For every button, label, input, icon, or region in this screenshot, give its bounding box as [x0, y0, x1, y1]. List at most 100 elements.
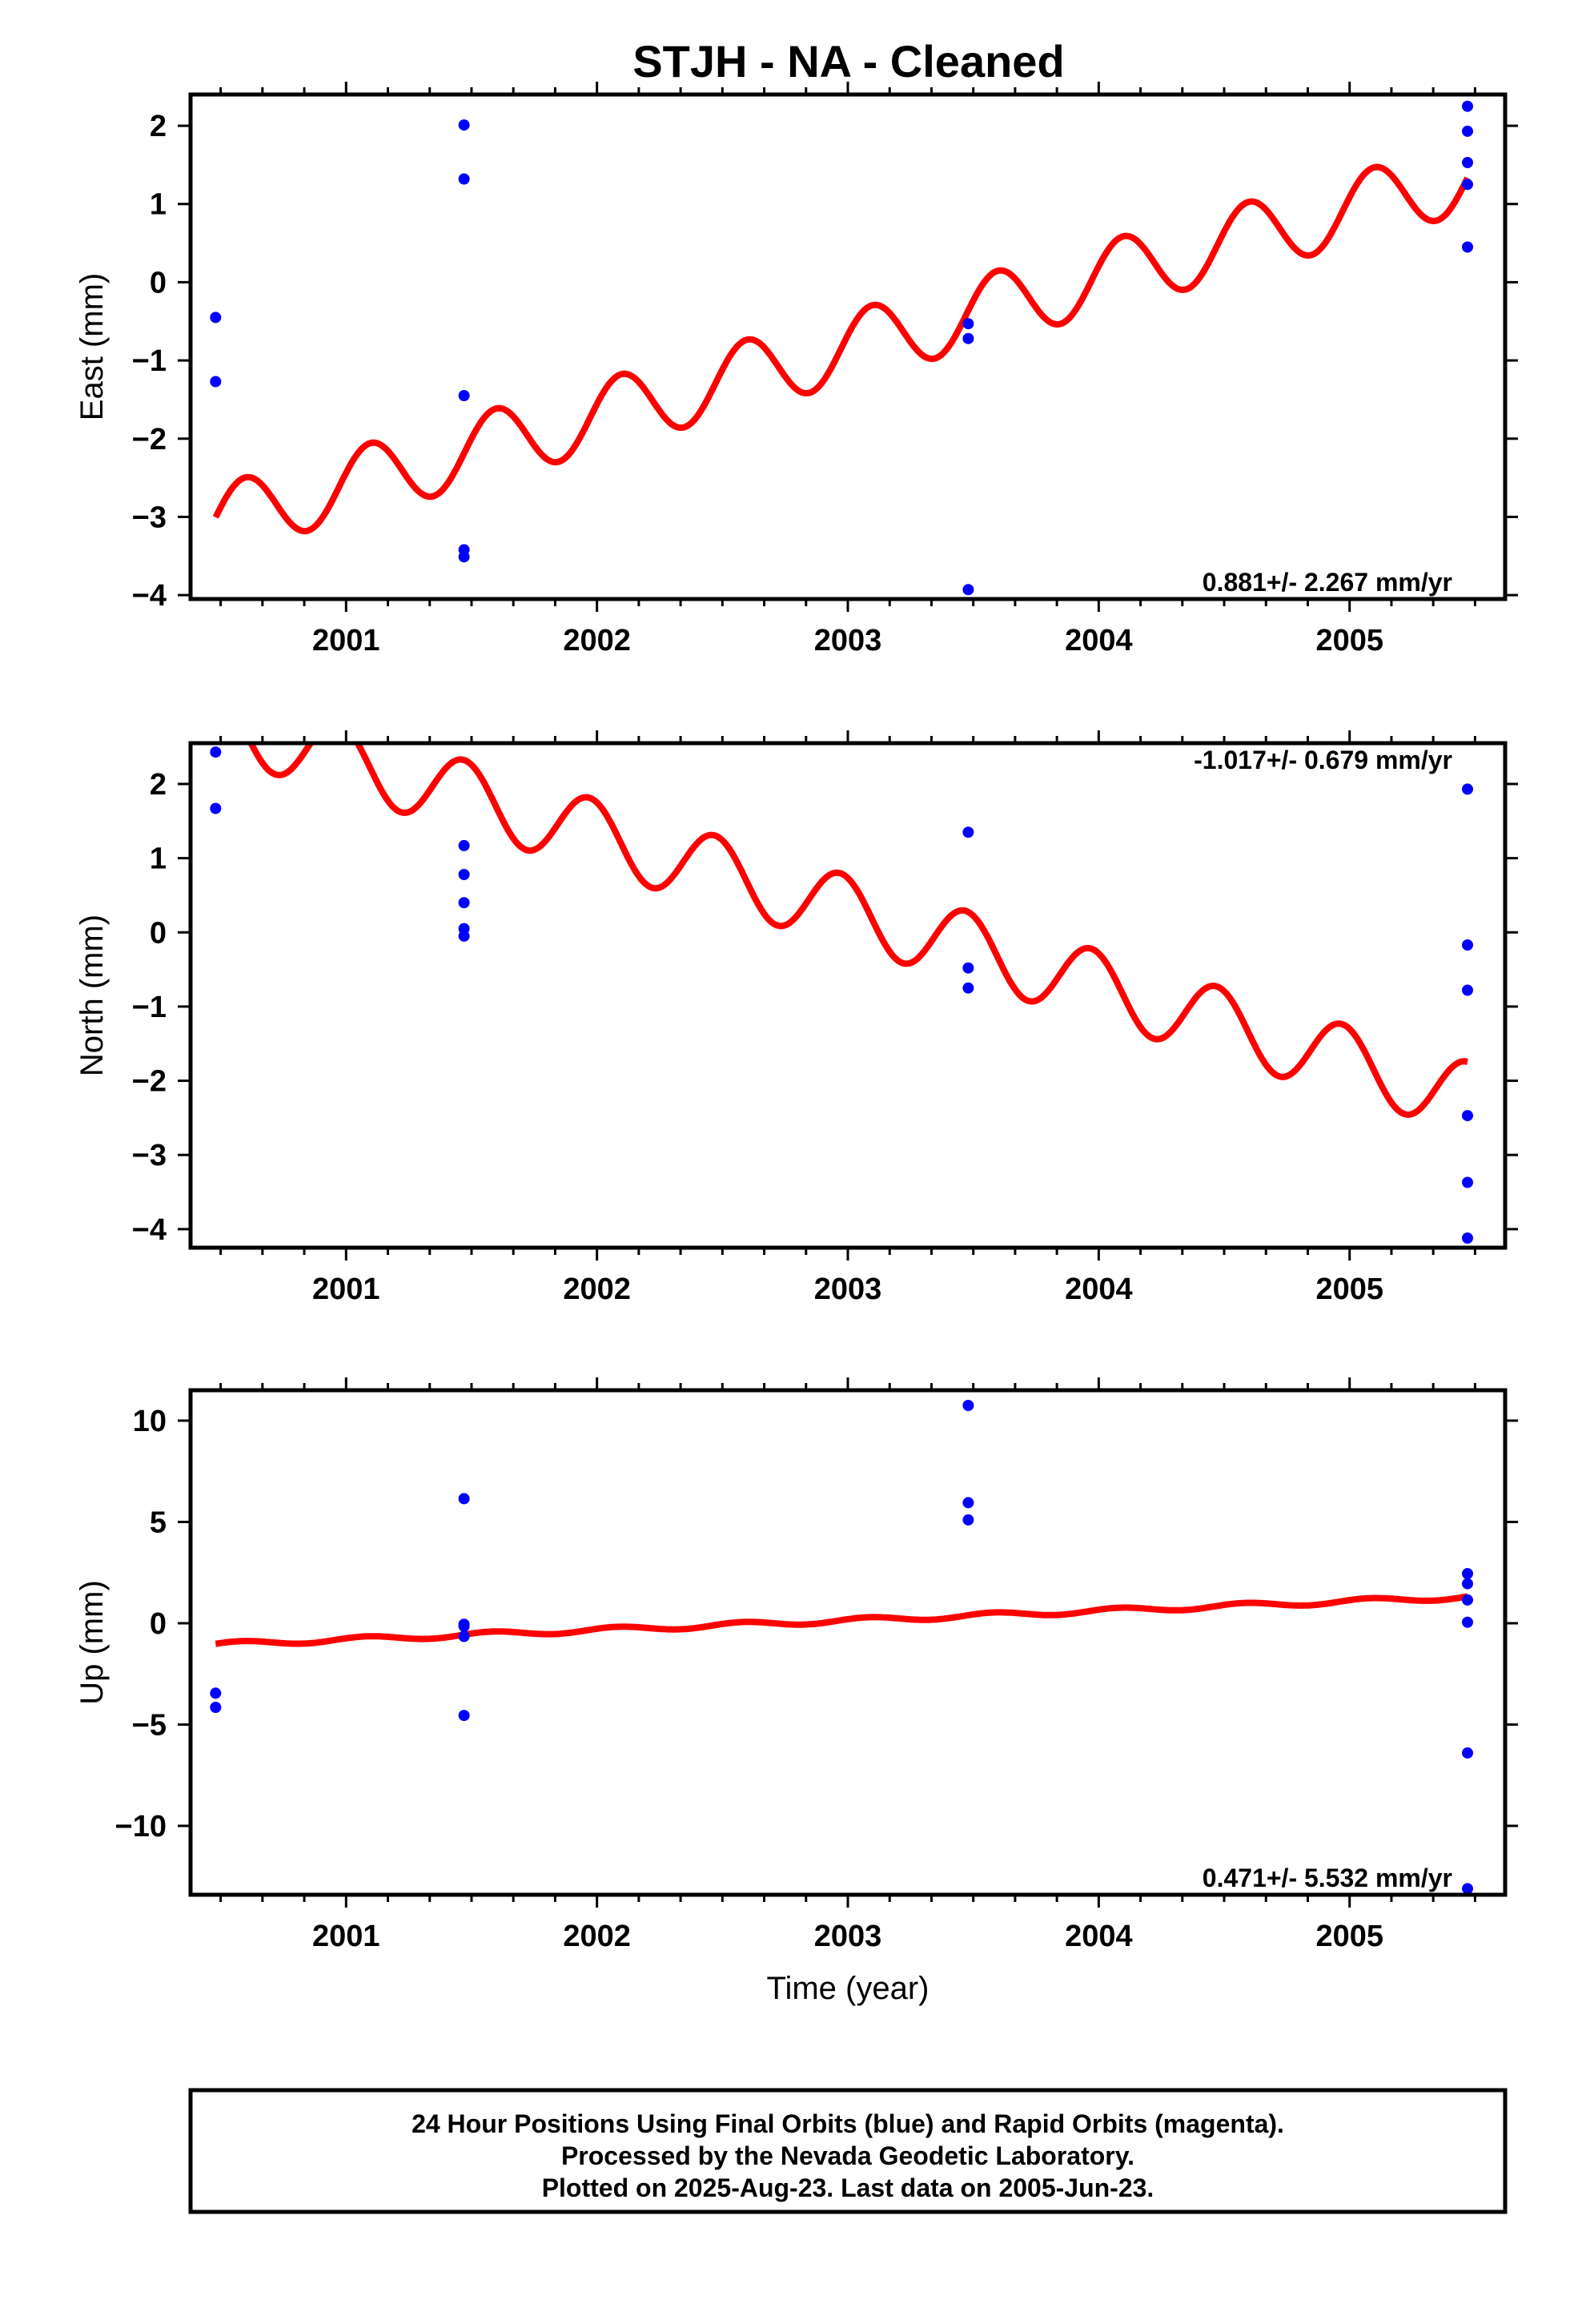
data-point	[962, 1497, 974, 1509]
rate-label: -1.017+/- 0.679 mm/yr	[1194, 746, 1452, 774]
model-curve	[247, 743, 1468, 1118]
y-tick-label: −3	[132, 1139, 167, 1172]
data-point	[210, 746, 222, 758]
data-point	[1462, 1594, 1473, 1606]
x-tick-label: 2004	[1065, 624, 1133, 657]
data-point	[1462, 939, 1473, 951]
footer-box: 24 Hour Positions Using Final Orbits (bl…	[188, 2088, 1508, 2214]
footer-line-3: Plotted on 2025-Aug-23. Last data on 200…	[542, 2173, 1154, 2202]
plot-frame	[188, 741, 1508, 1250]
data-point	[458, 1710, 470, 1722]
y-tick-label: 10	[133, 1405, 167, 1438]
y-tick-label: 0	[150, 1607, 167, 1641]
y-tick-label: −4	[132, 579, 167, 613]
data-point	[962, 584, 974, 596]
y-tick-label: 0	[150, 916, 167, 950]
data-point	[1462, 157, 1473, 168]
data-point	[1462, 1747, 1473, 1759]
data-point	[1462, 1110, 1473, 1122]
data-point	[458, 119, 470, 131]
y-tick-label: −5	[132, 1708, 167, 1742]
plot-frame	[188, 92, 1508, 601]
data-point	[1462, 984, 1473, 996]
data-point	[1462, 1568, 1473, 1579]
panel-1: 2001 2002 2003 2004 2005 −4 −3 −2 −1 0 1 2 East (mm)…	[74, 82, 1518, 657]
data-point	[458, 390, 470, 401]
y-tick-label: −2	[132, 1065, 167, 1099]
y-tick-label: −1	[132, 344, 167, 378]
y-tick-label: 2	[150, 768, 167, 802]
data-point	[962, 332, 974, 344]
data-point	[1462, 1578, 1473, 1590]
y-tick-label: −2	[132, 423, 167, 456]
model-curve	[212, 163, 1471, 535]
x-tick-label: 2002	[563, 1920, 631, 1953]
y-tick-label: −4	[132, 1213, 167, 1247]
x-tick-label: 2001	[312, 1273, 380, 1306]
data-point	[962, 982, 974, 994]
data-point	[458, 1493, 470, 1505]
data-point	[962, 1400, 974, 1411]
y-axis-label: North (mm)	[74, 915, 110, 1076]
x-axis-label: Time (year)	[767, 1971, 930, 2006]
x-tick-label: 2005	[1315, 1920, 1383, 1953]
footer-line-1: 24 Hour Positions Using Final Orbits (bl…	[412, 2109, 1284, 2138]
data-point	[1462, 241, 1473, 253]
data-point	[210, 1687, 222, 1699]
footer-line-2: Processed by the Nevada Geodetic Laborat…	[561, 2141, 1134, 2170]
data-point	[458, 1630, 470, 1642]
x-tick-label: 2001	[312, 624, 380, 657]
y-tick-label: −10	[115, 1810, 167, 1844]
panel-3: 2001 2002 2003 2004 2005 −10 −5 0 5 10 Up (mm) Time…	[74, 1377, 1518, 2006]
y-tick-label: −3	[132, 501, 167, 534]
data-point	[458, 173, 470, 185]
x-tick-label: 2005	[1315, 1273, 1383, 1306]
data-point	[962, 1514, 974, 1526]
x-tick-label: 2004	[1065, 1920, 1133, 1953]
y-tick-label: 2	[150, 110, 167, 143]
x-tick-label: 2004	[1065, 1273, 1133, 1306]
x-tick-label: 2003	[814, 1920, 882, 1953]
data-point	[962, 826, 974, 838]
data-point	[458, 839, 470, 851]
y-tick-label: 5	[150, 1506, 167, 1539]
data-point	[1462, 1616, 1473, 1628]
data-point	[458, 1620, 470, 1632]
panel-2: 2001 2002 2003 2004 2005 −4 −3 −2 −1 0 1 2 North (mm…	[74, 730, 1518, 1306]
data-point	[1462, 100, 1473, 112]
chart-title: STJH - NA - Cleaned	[632, 36, 1064, 86]
x-tick-label: 2003	[814, 1273, 882, 1306]
data-point	[962, 962, 974, 974]
y-tick-label: 1	[150, 842, 167, 876]
data-point	[210, 312, 222, 324]
data-point	[458, 930, 470, 942]
data-point	[210, 376, 222, 388]
data-point	[1462, 783, 1473, 795]
x-tick-label: 2001	[312, 1920, 380, 1953]
y-tick-label: 1	[150, 188, 167, 222]
data-point	[1462, 179, 1473, 191]
data-point	[1462, 1883, 1473, 1895]
rate-label: 0.471+/- 5.532 mm/yr	[1203, 1864, 1452, 1892]
rate-label: 0.881+/- 2.267 mm/yr	[1203, 568, 1452, 597]
data-point	[458, 869, 470, 880]
y-axis-label: Up (mm)	[74, 1580, 110, 1705]
data-point	[210, 1702, 222, 1713]
y-axis-label: East (mm)	[74, 273, 110, 420]
data-point	[1462, 1176, 1473, 1188]
model-curve	[215, 1593, 1468, 1647]
x-tick-label: 2003	[814, 624, 882, 657]
data-point	[1462, 125, 1473, 137]
data-point	[962, 318, 974, 330]
data-point	[210, 802, 222, 814]
x-tick-label: 2002	[563, 1273, 631, 1306]
x-tick-label: 2005	[1315, 624, 1383, 657]
data-point	[458, 897, 470, 909]
plot-frame	[188, 1388, 1508, 1897]
data-point	[1462, 1232, 1473, 1244]
data-point	[458, 551, 470, 563]
y-tick-label: 0	[150, 266, 167, 300]
y-tick-label: −1	[132, 991, 167, 1024]
